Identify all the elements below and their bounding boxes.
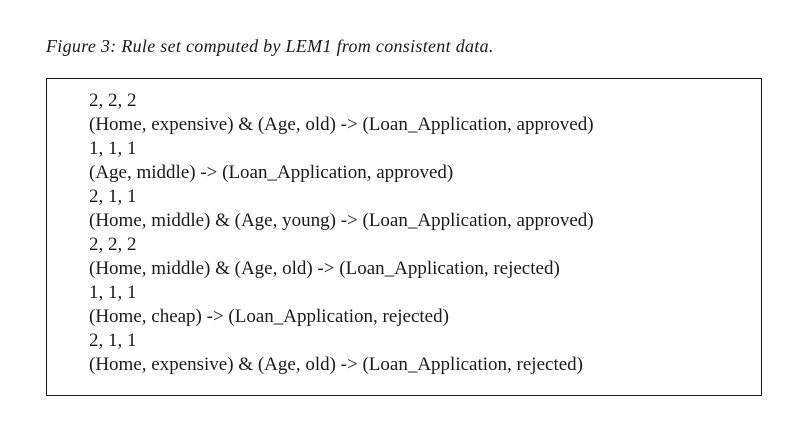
rule-2-text: (Age, middle) -> (Loan_Application, appr… bbox=[89, 162, 454, 183]
rule-1-text: (Home, expensive) & (Age, old) -> (Loan_… bbox=[89, 114, 594, 135]
rule-set-box: 2, 2, 2 (Home, expensive) & (Age, old) -… bbox=[46, 78, 762, 396]
rule-1-stats: 2, 2, 2 bbox=[89, 90, 137, 111]
rule-6-stats: 2, 1, 1 bbox=[89, 330, 137, 351]
rule-6-text: (Home, expensive) & (Age, old) -> (Loan_… bbox=[89, 354, 583, 375]
rule-5-stats: 1, 1, 1 bbox=[89, 282, 137, 303]
figure-caption: Figure 3: Rule set computed by LEM1 from… bbox=[46, 36, 494, 56]
rule-3-stats: 2, 1, 1 bbox=[89, 186, 137, 207]
rule-4-text: (Home, middle) & (Age, old) -> (Loan_App… bbox=[89, 258, 560, 279]
rule-5-text: (Home, cheap) -> (Loan_Application, reje… bbox=[89, 306, 449, 327]
rule-list: 2, 2, 2 (Home, expensive) & (Age, old) -… bbox=[89, 89, 594, 377]
rule-2-stats: 1, 1, 1 bbox=[89, 138, 137, 159]
rule-4-stats: 2, 2, 2 bbox=[89, 234, 137, 255]
rule-3-text: (Home, middle) & (Age, young) -> (Loan_A… bbox=[89, 210, 594, 231]
